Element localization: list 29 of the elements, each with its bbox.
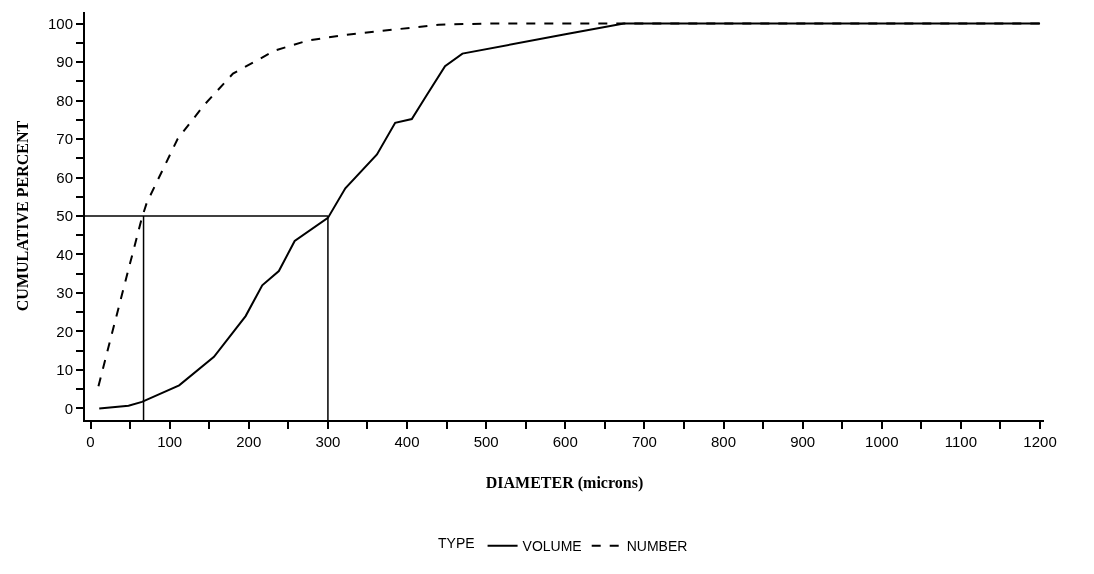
x-tick-label: 1000 — [865, 433, 899, 450]
x-tick-label: 200 — [236, 433, 262, 450]
x-tick-label: 800 — [711, 433, 737, 450]
x-tick-label: 0 — [86, 433, 95, 450]
y-tick-label: 80 — [56, 91, 73, 109]
y-tick-label: 50 — [56, 207, 73, 225]
y-tick-label: 60 — [56, 168, 73, 186]
x-tick-label: 700 — [631, 433, 657, 450]
x-tick-label: 100 — [157, 433, 183, 450]
y-tick-label: 100 — [47, 14, 73, 32]
x-tick-label: 900 — [790, 433, 816, 450]
x-axis-title: DIAMETER (microns) — [485, 474, 644, 493]
y-tick-label: 90 — [56, 53, 73, 71]
legend-label: VOLUME — [522, 538, 582, 555]
y-axis-title: CUMULATIVE PERCENT — [14, 120, 32, 312]
y-tick-label: 40 — [56, 245, 73, 263]
y-tick-label: 0 — [64, 399, 73, 417]
y-tick-label: 30 — [56, 284, 73, 302]
legend-title: TYPE — [438, 535, 475, 552]
x-tick-label: 1200 — [1023, 433, 1057, 450]
y-tick-label: 10 — [56, 361, 73, 379]
x-tick-label: 500 — [473, 433, 499, 450]
x-tick-label: 400 — [394, 433, 420, 450]
legend-label: NUMBER — [626, 538, 688, 555]
y-tick-label: 70 — [56, 130, 73, 148]
x-tick-label: 1100 — [944, 433, 978, 450]
x-tick-label: 600 — [552, 433, 578, 450]
x-tick-label: 300 — [315, 433, 341, 450]
y-tick-label: 20 — [56, 322, 73, 340]
